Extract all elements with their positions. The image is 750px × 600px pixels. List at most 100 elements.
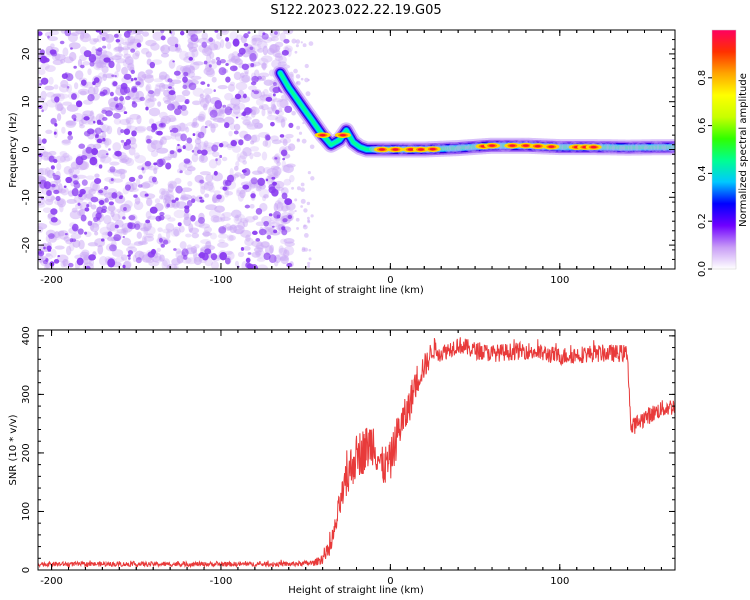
spectrogram-noise-haze bbox=[125, 117, 134, 125]
spectrogram-noise-blob bbox=[118, 195, 123, 200]
spectrogram-noise-blob bbox=[151, 176, 157, 183]
spectrogram-noise-haze bbox=[153, 78, 163, 83]
spectrogram-noise-haze bbox=[187, 41, 194, 50]
spectrogram-noise-haze bbox=[220, 110, 225, 115]
spectrogram-noise-haze bbox=[265, 37, 276, 42]
spectrogram-noise-blob bbox=[95, 30, 101, 33]
spectrogram-noise-blob bbox=[204, 248, 212, 255]
spectrogram-noise-blob bbox=[125, 95, 131, 101]
spectrogram-noise-blob bbox=[274, 31, 278, 35]
spectrogram-noise-haze bbox=[85, 175, 95, 180]
spectrogram-noise-edge bbox=[300, 198, 306, 204]
spectrogram-noise-haze bbox=[186, 166, 196, 172]
spectrogram-noise-haze bbox=[197, 113, 206, 123]
spectrogram-noise-blob bbox=[232, 38, 240, 47]
spectrogram-noise-blob bbox=[159, 211, 165, 217]
spectrogram-noise-haze bbox=[254, 122, 264, 130]
spectrogram-noise-blob bbox=[50, 117, 57, 125]
spectrogram-noise-blob bbox=[119, 95, 124, 102]
snr-y-tick-label: 400 bbox=[21, 326, 32, 345]
spectrogram-noise-blob bbox=[249, 53, 257, 62]
spectrogram-noise-blob bbox=[64, 30, 72, 37]
spectrogram-noise-blob bbox=[265, 96, 273, 102]
spectrogram-noise-blob bbox=[272, 81, 277, 86]
spectrogram-noise-haze bbox=[210, 123, 216, 133]
spectrogram-noise-blob bbox=[42, 259, 48, 265]
spectrogram-noise-blob bbox=[183, 71, 189, 77]
spectrogram-noise-blob bbox=[83, 116, 90, 121]
spectrogram-noise-haze bbox=[140, 182, 151, 189]
spectrogram-noise-haze bbox=[236, 213, 246, 222]
spectrogram-noise-haze bbox=[158, 75, 167, 81]
spectrogram-noise-blob bbox=[123, 73, 132, 80]
spectrogram-noise-blob bbox=[190, 34, 199, 42]
spectrogram-noise-haze bbox=[44, 167, 51, 177]
spectrogram-noise-blob bbox=[128, 176, 136, 182]
spectrogram-noise-blob bbox=[54, 96, 60, 103]
spectrogram-noise-blob bbox=[89, 60, 95, 67]
spectrogram-noise-haze bbox=[102, 73, 108, 81]
spectrogram-noise-blob bbox=[101, 208, 107, 213]
spectrogram-noise-haze bbox=[116, 228, 127, 234]
spectrogram-noise-haze bbox=[90, 222, 100, 233]
spectrogram-noise-haze bbox=[202, 231, 212, 237]
spectrogram-noise-haze bbox=[58, 84, 69, 93]
spectrogram-noise-blob bbox=[68, 262, 74, 268]
colorbar-tick-label: 0.6 bbox=[697, 118, 708, 134]
spectrogram-noise-haze bbox=[268, 92, 273, 98]
spectrogram-noise-haze bbox=[82, 61, 90, 66]
spectrogram-noise-blob bbox=[224, 122, 230, 129]
spectrogram-noise-haze bbox=[224, 250, 233, 255]
spectrogram-noise-blob bbox=[218, 142, 224, 148]
spectrogram-noise-blob bbox=[113, 96, 119, 102]
spectrogram-noise-haze bbox=[260, 241, 271, 249]
spectrogram-noise-edge bbox=[304, 77, 309, 83]
spectrogram-noise-haze bbox=[118, 43, 123, 54]
spectrogram-noise-edge bbox=[306, 201, 311, 206]
spectrogram-noise-blob bbox=[48, 233, 55, 239]
spectrogram-noise-blob bbox=[243, 42, 249, 47]
spectrogram-noise-haze bbox=[247, 85, 257, 91]
spectrogram-noise-haze bbox=[113, 118, 122, 125]
spectrogram-noise-haze bbox=[106, 125, 113, 135]
spectrogram-noise-haze bbox=[261, 55, 273, 63]
snr-y-ticks: 0 100 200 300 400 bbox=[21, 326, 675, 573]
spectrogram-noise-haze bbox=[119, 158, 128, 163]
spectrogram-ridge-halo bbox=[466, 143, 477, 153]
spectrogram-noise-haze bbox=[270, 165, 280, 171]
spectrogram-noise-blob bbox=[61, 73, 68, 79]
spectrogram-noise-blob bbox=[38, 250, 45, 257]
spectrogram-noise-blob bbox=[179, 170, 183, 174]
spectrogram-noise-blob bbox=[113, 234, 122, 242]
spectrogram-noise-blob bbox=[186, 137, 193, 144]
spectrogram-noise-haze bbox=[264, 138, 272, 148]
spectrogram-noise-haze bbox=[267, 173, 279, 180]
spectrogram-noise-haze bbox=[133, 33, 144, 44]
spectrogram-noise-haze bbox=[129, 142, 138, 150]
spectrogram-y-tick-label: -10 bbox=[21, 189, 32, 205]
spectrogram-noise-blob bbox=[59, 40, 65, 45]
spectrogram-noise-haze bbox=[186, 30, 198, 34]
spectrogram-noise-haze bbox=[56, 162, 62, 171]
spectrogram-noise-haze bbox=[78, 88, 90, 95]
spectrogram-noise-haze bbox=[258, 105, 264, 110]
spectrogram-noise-blob bbox=[219, 58, 226, 64]
spectrogram-noise-haze bbox=[77, 209, 84, 217]
spectrogram-ridge-halo bbox=[640, 143, 649, 150]
spectrogram-noise-haze bbox=[194, 30, 203, 34]
spectrogram-noise-haze bbox=[256, 123, 263, 129]
spectrogram-noise-blob bbox=[130, 48, 136, 53]
spectrogram-noise-haze bbox=[87, 86, 96, 96]
spectrogram-noise-blob bbox=[77, 228, 84, 235]
spectrogram-noise-blob bbox=[183, 158, 191, 164]
spectrogram-noise-haze bbox=[145, 39, 157, 47]
spectrogram-noise-haze bbox=[231, 145, 242, 153]
spectrogram-noise-blob bbox=[188, 82, 197, 91]
spectrogram-noise-haze bbox=[231, 51, 240, 61]
spectrogram-noise-blob bbox=[184, 98, 190, 105]
spectrogram-noise-haze bbox=[240, 174, 246, 179]
spectrogram-noise-blob bbox=[273, 229, 278, 234]
spectrogram-noise-blob bbox=[180, 133, 187, 142]
spectrogram-noise-blob bbox=[48, 155, 55, 163]
spectrogram-noise-blob bbox=[122, 216, 126, 220]
